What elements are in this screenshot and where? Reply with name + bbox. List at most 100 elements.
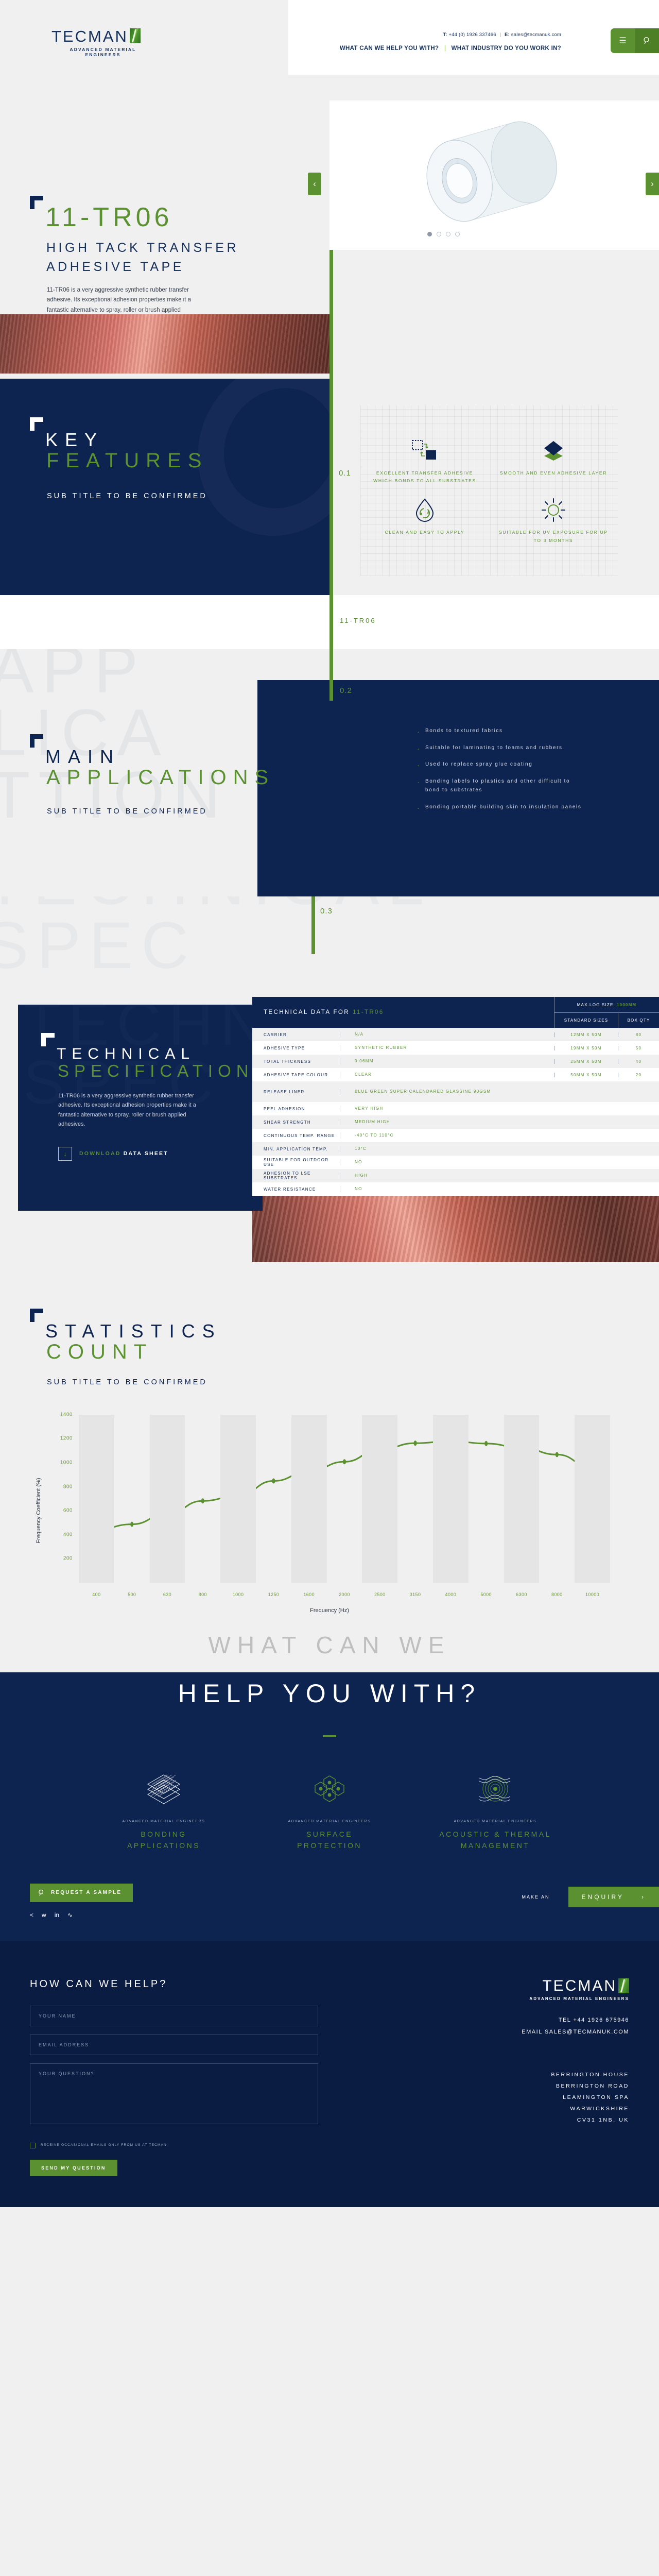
chart-x-tick: 4000 bbox=[445, 1591, 457, 1597]
hero-carousel-dots[interactable] bbox=[427, 232, 460, 236]
address-line: CV31 1NB, UK bbox=[577, 2116, 629, 2123]
corner-accent-icon bbox=[41, 1033, 55, 1046]
table-row: CONTINUOUS TEMP. RANGE -40°C TO 110°C bbox=[252, 1129, 659, 1142]
main-applications-section: APP LICA TTION 0.2 MAIN APPLICATIONS SUB… bbox=[0, 649, 659, 896]
help-card-bonding[interactable]: ADVANCED MATERIAL ENGINEERS BONDING APPL… bbox=[105, 1768, 223, 1852]
carousel-dot[interactable] bbox=[446, 232, 450, 236]
table-right-headers: MAX.LOG SIZE: 1000MM STANDARD SIZES BOX … bbox=[554, 997, 659, 1028]
email-address[interactable]: sales@tecmanuk.com bbox=[511, 32, 561, 38]
table-title: TECHNICAL DATA FOR 11-TR06 bbox=[252, 997, 554, 1028]
header-nav: WHAT CAN WE HELP YOU WITH? | WHAT INDUST… bbox=[340, 45, 561, 52]
card-title: ACOUSTIC & THERMAL MANAGEMENT bbox=[436, 1828, 554, 1852]
green-rule bbox=[330, 649, 333, 701]
key-features-heading-primary: KEY bbox=[45, 429, 105, 450]
transfer-squares-icon bbox=[370, 436, 480, 465]
hero-section: ‹ › 11-TR06 HIGH TACK TRANSFER ADHESIVE … bbox=[0, 93, 659, 379]
row-size: 19MM X 50M bbox=[554, 1045, 618, 1050]
section-number: 0.3 bbox=[320, 907, 333, 916]
technical-info-card: TECHNICAL SPEC TECHNICAL SPECIFICATIONS … bbox=[18, 1005, 263, 1211]
carousel-dot[interactable] bbox=[455, 232, 460, 236]
carousel-dot[interactable] bbox=[437, 232, 441, 236]
row-key: WATER RESISTANCE bbox=[264, 1187, 316, 1192]
chart-y-tick: 200 bbox=[63, 1555, 73, 1562]
table-row: ADHESION TO LSE SUBSTRATES HIGH bbox=[252, 1169, 659, 1182]
corner-accent-icon bbox=[30, 196, 43, 209]
footer-email-label: EMAIL bbox=[522, 2028, 543, 2035]
linkedin-icon[interactable]: in bbox=[54, 1911, 60, 1919]
checkbox-icon[interactable] bbox=[30, 2142, 36, 2148]
table-header: TECHNICAL DATA FOR 11-TR06 MAX.LOG SIZE:… bbox=[252, 997, 659, 1028]
form-title: HOW CAN WE HELP? bbox=[30, 1978, 168, 1990]
list-item: Suitable for laminating to foams and rub… bbox=[417, 742, 587, 755]
card-title-line1: SURFACE bbox=[306, 1829, 353, 1838]
chart-x-tick: 500 bbox=[128, 1591, 136, 1597]
help-card-acoustic[interactable]: ADVANCED MATERIAL ENGINEERS ACOUSTIC & T… bbox=[436, 1768, 554, 1852]
email-field[interactable] bbox=[30, 2034, 318, 2055]
download-data-sheet-button[interactable]: ↓ DOWNLOAD DATA SHEET bbox=[58, 1146, 263, 1161]
row-key: ADHESIVE TAPE COLOUR bbox=[264, 1072, 328, 1077]
address-line: BERRINGTON ROAD bbox=[556, 2082, 629, 2089]
card-eyebrow: ADVANCED MATERIAL ENGINEERS bbox=[122, 1819, 205, 1823]
contact-divider: | bbox=[499, 32, 501, 38]
table-row: WATER RESISTANCE NO bbox=[252, 1182, 659, 1196]
rss-icon[interactable]: ∿ bbox=[67, 1911, 73, 1919]
key-features-section: KEY FEATURES SUB TITLE TO BE CONFIRMED 0… bbox=[0, 379, 659, 595]
enquiry-button[interactable]: ENQUIRY › bbox=[568, 1886, 659, 1907]
feature-label: EXCELLENT TRANSFER ADHESIVE WHICH BONDS … bbox=[373, 470, 476, 484]
row-size: 12MM X 50M bbox=[554, 1032, 618, 1037]
phone-number[interactable]: +44 (0) 1926 337466 bbox=[448, 32, 496, 38]
product-code: 11-TR06 bbox=[340, 617, 376, 624]
row-value: HIGH bbox=[340, 1173, 554, 1179]
chart-x-tick: 10000 bbox=[585, 1591, 600, 1597]
footer-tel-value[interactable]: +44 1926 675946 bbox=[573, 2016, 629, 2023]
download-label-rest: DATA SHEET bbox=[123, 1150, 168, 1157]
row-qty: 80 bbox=[618, 1032, 659, 1037]
share-icon[interactable]: < bbox=[30, 1911, 34, 1919]
nav-what-industry[interactable]: WHAT INDUSTRY DO YOU WORK IN? bbox=[451, 45, 561, 52]
chevron-left-icon[interactable]: ‹ bbox=[308, 173, 321, 195]
card-title-line2: APPLICATIONS bbox=[127, 1841, 200, 1850]
footer-email-value[interactable]: SALES@TECMANUK.COM bbox=[544, 2028, 629, 2035]
hero-text-block: 11-TR06 HIGH TACK TRANSFER ADHESIVE TAPE… bbox=[30, 196, 239, 325]
hamburger-menu-icon[interactable]: ☰ bbox=[611, 28, 635, 53]
question-field[interactable] bbox=[30, 2063, 318, 2124]
logo-tagline: ADVANCED MATERIAL ENGINEERS bbox=[70, 47, 136, 57]
search-icon[interactable] bbox=[635, 28, 659, 53]
key-features-panel: KEY FEATURES SUB TITLE TO BE CONFIRMED bbox=[0, 379, 330, 595]
footer-logo[interactable]: TECMAN bbox=[408, 1978, 629, 1994]
technical-heading-primary: TECHNICAL bbox=[57, 1045, 196, 1062]
column-standard-sizes: STANDARD SIZES bbox=[554, 1012, 618, 1028]
technical-heading-secondary: SPECIFICATIONS bbox=[58, 1061, 263, 1080]
name-field[interactable] bbox=[30, 2005, 318, 2026]
chart-x-tick: 2500 bbox=[374, 1591, 386, 1597]
twitter-icon[interactable]: w bbox=[42, 1911, 46, 1919]
max-log-value: 1000MM bbox=[616, 1002, 637, 1007]
phone-label: T: bbox=[443, 32, 447, 38]
ghost-line: APP bbox=[0, 649, 147, 707]
key-features-grid: EXCELLENT TRANSFER ADHESIVE WHICH BONDS … bbox=[360, 405, 618, 575]
logo-slash-icon bbox=[618, 1978, 629, 1993]
feature-item: EXCELLENT TRANSFER ADHESIVE WHICH BONDS … bbox=[360, 431, 489, 490]
binding-layers-icon bbox=[105, 1768, 223, 1811]
help-actions: REQUEST A SAMPLE < w in ∿ MAKE AN ENQUIR… bbox=[0, 1883, 659, 1919]
green-rule bbox=[330, 250, 333, 379]
table-title-product: 11-TR06 bbox=[352, 1009, 384, 1015]
help-card-surface[interactable]: ADVANCED MATERIAL ENGINEERS SURFACE PROT… bbox=[270, 1768, 389, 1852]
applications-subtitle: SUB TITLE TO BE CONFIRMED bbox=[47, 807, 207, 816]
carousel-dot[interactable] bbox=[427, 232, 432, 236]
enquiry-block: MAKE AN ENQUIRY › bbox=[522, 1886, 659, 1907]
download-icon: ↓ bbox=[58, 1146, 72, 1161]
applications-list: Bonds to textured fabrics Suitable for l… bbox=[417, 725, 587, 819]
site-footer: HOW CAN WE HELP? RECEIVE OCCASIONAL EMAI… bbox=[0, 1941, 659, 2207]
request-sample-button[interactable]: REQUEST A SAMPLE bbox=[30, 1883, 133, 1902]
row-key: CARRIER bbox=[264, 1032, 287, 1037]
sun-uv-icon bbox=[498, 496, 609, 524]
consent-checkbox-row[interactable]: RECEIVE OCCASIONAL EMAILS ONLY FROM US A… bbox=[30, 2142, 318, 2148]
corner-accent-icon bbox=[30, 734, 43, 748]
site-logo[interactable]: TECMAN ADVANCED MATERIAL ENGINEERS bbox=[51, 28, 154, 57]
logo-slash-icon bbox=[129, 28, 141, 43]
nav-what-can-we-help[interactable]: WHAT CAN WE HELP YOU WITH? bbox=[339, 45, 439, 52]
download-label: DOWNLOAD DATA SHEET bbox=[79, 1150, 168, 1157]
send-question-button[interactable]: SEND MY QUESTION bbox=[30, 2159, 117, 2176]
chevron-right-icon[interactable]: › bbox=[646, 173, 659, 195]
